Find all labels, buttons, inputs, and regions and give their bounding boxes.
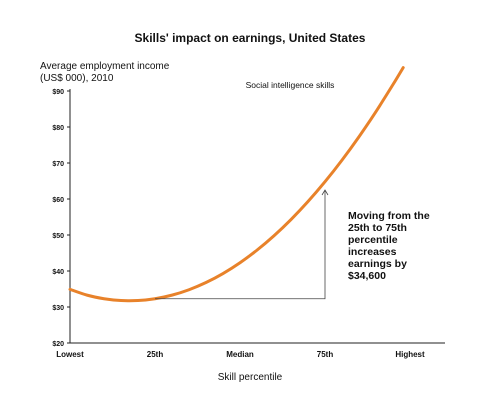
x-tick-label-75th: 75th xyxy=(317,350,334,359)
x-axis-label: Skill percentile xyxy=(217,372,283,383)
annotation-text: Moving from the 25th to 75th percentile inc… xyxy=(348,210,430,282)
annotation-bracket xyxy=(155,190,326,300)
y-tick-label-20: $20 xyxy=(52,341,64,348)
chart-title: Skills' impact on earnings, United State… xyxy=(134,31,366,45)
annotation-line-6: $34,600 xyxy=(348,270,386,282)
annotation-line-1: Moving from the xyxy=(348,210,430,222)
y-tick-label-30: $30 xyxy=(52,305,64,312)
annotation-line-4: increases xyxy=(348,246,397,258)
annotation-line-2: 25th to 75th xyxy=(348,222,407,234)
annotation-line-3: percentile xyxy=(348,234,398,246)
y-tick-label-40: $40 xyxy=(52,269,64,276)
x-tick-label-lowest: Lowest xyxy=(56,350,84,359)
x-tick-label-highest: Highest xyxy=(395,350,425,359)
y-tick-label-50: $50 xyxy=(52,233,64,240)
y-tick-label-70: $70 xyxy=(52,161,64,168)
y-axis-label-line-1: Average employment income xyxy=(40,61,170,72)
annotation-line-5: earnings by xyxy=(348,258,407,270)
series-line-social-intelligence xyxy=(68,66,405,303)
annotation-arrowhead xyxy=(321,189,329,196)
series-label: Social intelligence skills xyxy=(246,80,335,90)
y-tick-label-90: $90 xyxy=(52,89,64,96)
y-tick-label-80: $80 xyxy=(52,125,64,132)
y-axis-label: Average employment income (US$ 000), 201… xyxy=(40,61,169,85)
y-tick-label-60: $60 xyxy=(52,197,64,204)
x-tick-label-25th: 25th xyxy=(147,350,164,359)
y-axis-label-line-2: (US$ 000), 2010 xyxy=(40,73,114,84)
x-tick-label-median: Median xyxy=(226,350,254,359)
